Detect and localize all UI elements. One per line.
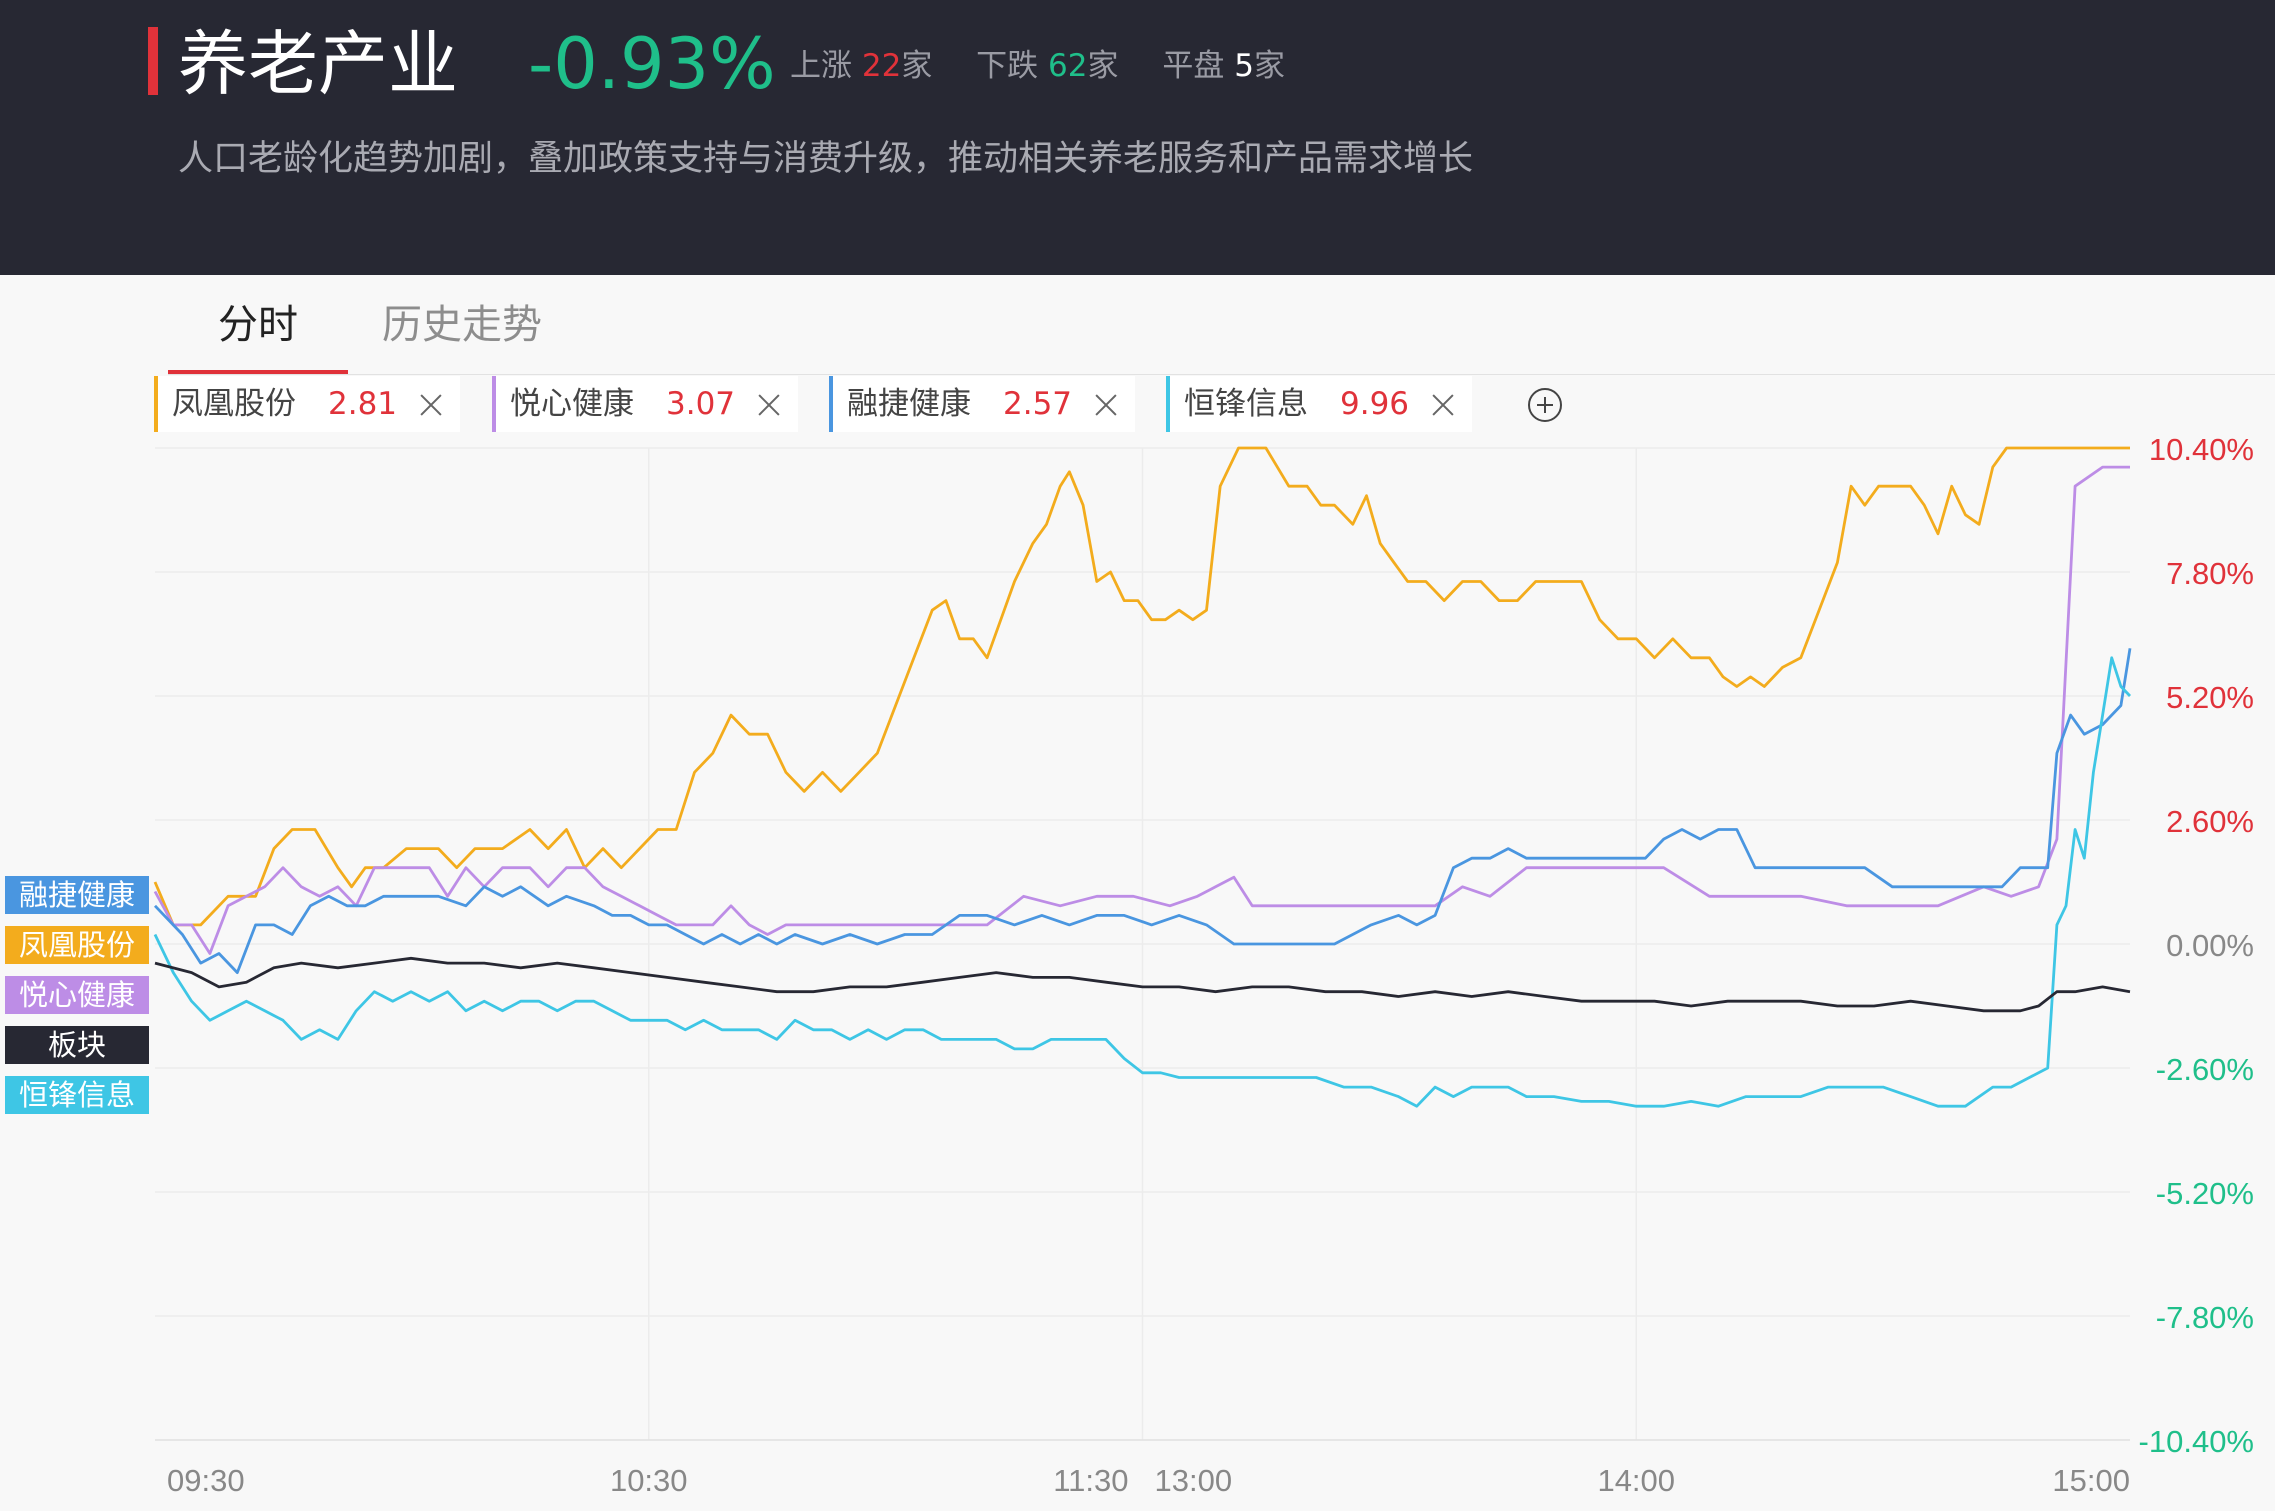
series-line-融捷健康 xyxy=(153,648,2132,974)
chip-name: 恒锋信息 xyxy=(1184,386,1308,422)
chip-name: 融捷健康 xyxy=(847,386,971,422)
legend-hengfeng: 恒锋信息 xyxy=(5,1076,149,1114)
stock-chip-0[interactable]: 凤凰股份 2.81 xyxy=(154,376,460,432)
stock-chip-3[interactable]: 恒锋信息 9.96 xyxy=(1166,376,1472,432)
y-tick-label: 7.80% xyxy=(2166,556,2254,591)
chart-grid xyxy=(155,447,2130,1441)
x-tick-label: 11:30 xyxy=(1053,1463,1128,1498)
stat-down: 下跌 62家 xyxy=(976,48,1118,84)
stat-up-count: 22 xyxy=(861,48,902,84)
y-tick-label: -2.60% xyxy=(2156,1052,2254,1087)
y-tick-label: -5.20% xyxy=(2156,1176,2254,1211)
stat-up-unit: 家 xyxy=(901,48,933,84)
legend-sector: 板块 xyxy=(5,1026,149,1064)
stat-flat-label: 平盘 xyxy=(1162,48,1225,84)
tab-intraday[interactable]: 分时 xyxy=(218,302,298,348)
active-tab-indicator xyxy=(168,370,348,375)
y-tick-label: 10.40% xyxy=(2149,432,2254,467)
series-line-板块 xyxy=(154,956,2131,1013)
y-tick-label: -10.40% xyxy=(2139,1424,2254,1459)
stock-chip-2[interactable]: 融捷健康 2.57 xyxy=(829,376,1135,432)
series-line-凤凰股份 xyxy=(153,446,2130,927)
x-tick-label: 15:00 xyxy=(2052,1463,2130,1498)
stat-flat-unit: 家 xyxy=(1253,48,1285,84)
stat-up: 上涨 22家 xyxy=(790,48,932,84)
y-tick-label: 2.60% xyxy=(2166,804,2254,839)
add-stock-icon[interactable] xyxy=(1528,388,1562,422)
y-tick-label: 0.00% xyxy=(2166,928,2254,963)
legend-yuexin: 悦心健康 xyxy=(5,976,149,1014)
chip-name: 凤凰股份 xyxy=(172,386,296,422)
sector-change: -0.93% xyxy=(528,23,776,105)
stat-flat-count: 5 xyxy=(1234,48,1254,84)
stat-up-label: 上涨 xyxy=(790,48,852,84)
series-line-恒锋信息 xyxy=(153,656,2132,1108)
legend-fenghuang: 凤凰股份 xyxy=(5,926,149,964)
title-accent-bar xyxy=(148,27,158,95)
x-tick-label: 14:00 xyxy=(1597,1463,1675,1498)
tab-history[interactable]: 历史走势 xyxy=(382,302,542,348)
x-axis-labels: 09:30 10:30 11:30 13:00 14:00 15:00 xyxy=(167,1463,2130,1498)
chip-value: 9.96 xyxy=(1340,386,1410,422)
tab-divider xyxy=(168,374,2275,375)
series-line-悦心健康 xyxy=(153,465,2130,955)
y-axis-labels: 10.40% 7.80% 5.20% 2.60% 0.00% -2.60% -5.20% -7… xyxy=(2139,432,2254,1459)
legend-rongjie: 融捷健康 xyxy=(5,876,149,914)
x-tick-label: 10:30 xyxy=(610,1463,688,1498)
chip-value: 3.07 xyxy=(666,386,736,422)
chip-value: 2.81 xyxy=(328,386,398,422)
header: 养老产业 -0.93% 上涨 22家 下跌 62家 平盘 5家 人口老龄化趋势加… xyxy=(0,0,2275,275)
x-tick-label: 09:30 xyxy=(167,1463,245,1498)
sector-description: 人口老龄化趋势加剧，叠加政策支持与消费升级，推动相关养老服务和产品需求增长 xyxy=(178,139,1474,179)
breadth-stats: 上涨 22家 下跌 62家 平盘 5家 xyxy=(790,46,1319,86)
y-tick-label: 5.20% xyxy=(2166,680,2254,715)
x-tick-label: 13:00 xyxy=(1155,1463,1233,1498)
stat-down-label: 下跌 xyxy=(976,48,1039,84)
series-lines xyxy=(153,446,2132,1108)
stat-down-count: 62 xyxy=(1048,48,1088,84)
stat-flat: 平盘 5家 xyxy=(1162,48,1285,84)
sector-title: 养老产业 xyxy=(178,23,458,105)
y-tick-label: -7.80% xyxy=(2156,1300,2254,1335)
chip-value: 2.57 xyxy=(1003,386,1073,422)
stat-down-unit: 家 xyxy=(1087,48,1119,84)
chip-name: 悦心健康 xyxy=(510,386,634,422)
stock-chip-1[interactable]: 悦心健康 3.07 xyxy=(492,376,798,432)
